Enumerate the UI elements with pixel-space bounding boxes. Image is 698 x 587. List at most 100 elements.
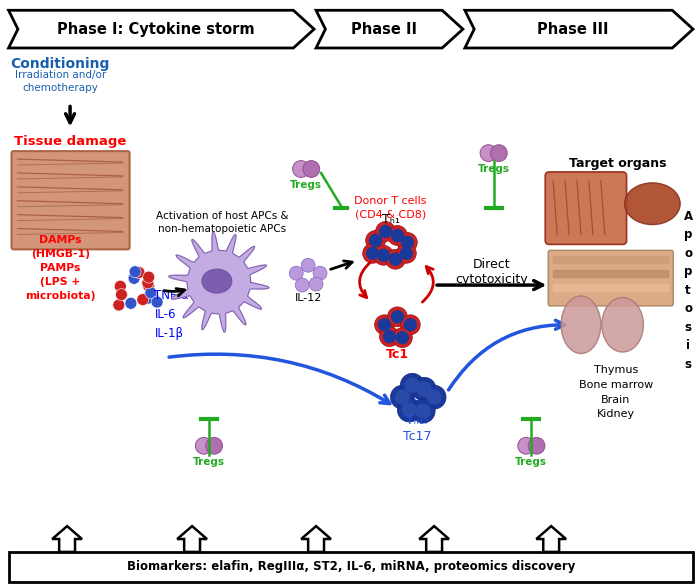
Circle shape bbox=[397, 232, 417, 252]
Circle shape bbox=[309, 277, 323, 291]
Text: TNF-α
IL-6
IL-1β: TNF-α IL-6 IL-1β bbox=[154, 289, 189, 340]
Circle shape bbox=[422, 385, 446, 409]
Circle shape bbox=[142, 271, 155, 283]
Circle shape bbox=[380, 225, 392, 238]
Circle shape bbox=[137, 294, 149, 305]
Polygon shape bbox=[8, 11, 314, 48]
Polygon shape bbox=[316, 11, 463, 48]
Circle shape bbox=[114, 281, 126, 292]
Text: Tregs: Tregs bbox=[515, 457, 547, 467]
Text: Direct
cytotoxicity: Direct cytotoxicity bbox=[455, 258, 528, 286]
Circle shape bbox=[128, 272, 140, 284]
Ellipse shape bbox=[625, 183, 680, 225]
Ellipse shape bbox=[602, 298, 644, 352]
Text: IL-12: IL-12 bbox=[295, 293, 322, 303]
Circle shape bbox=[292, 161, 309, 177]
Circle shape bbox=[378, 249, 389, 261]
Circle shape bbox=[413, 377, 436, 401]
Circle shape bbox=[392, 311, 403, 323]
Circle shape bbox=[375, 315, 394, 335]
Text: Phase III: Phase III bbox=[537, 22, 609, 36]
Text: Activation of host APCs &
non-hematopoietic APCs: Activation of host APCs & non-hematopoie… bbox=[156, 211, 288, 234]
Circle shape bbox=[416, 404, 430, 418]
Circle shape bbox=[142, 292, 154, 304]
Circle shape bbox=[302, 258, 315, 272]
Text: Tregs: Tregs bbox=[477, 164, 510, 174]
Circle shape bbox=[380, 327, 399, 346]
Text: Biomarkers: elafin, RegIIIα, ST2, IL-6, miRNA, proteomics discovery: Biomarkers: elafin, RegIIIα, ST2, IL-6, … bbox=[126, 561, 575, 573]
Text: Tc1: Tc1 bbox=[386, 348, 409, 361]
Polygon shape bbox=[465, 11, 693, 48]
Circle shape bbox=[206, 437, 223, 454]
Circle shape bbox=[147, 289, 158, 301]
Text: Tissue damage: Tissue damage bbox=[14, 135, 126, 148]
Circle shape bbox=[397, 398, 421, 422]
Circle shape bbox=[411, 399, 435, 423]
Circle shape bbox=[387, 225, 408, 245]
Circle shape bbox=[378, 319, 390, 330]
Circle shape bbox=[390, 385, 415, 409]
Circle shape bbox=[295, 278, 309, 292]
Text: Conditioning: Conditioning bbox=[10, 57, 110, 71]
Ellipse shape bbox=[561, 296, 601, 353]
Polygon shape bbox=[419, 526, 449, 552]
Polygon shape bbox=[52, 526, 82, 552]
Circle shape bbox=[396, 332, 408, 343]
Circle shape bbox=[392, 328, 413, 348]
Text: Thymus
Bone marrow
Brain
Kidney: Thymus Bone marrow Brain Kidney bbox=[579, 365, 653, 419]
Circle shape bbox=[303, 161, 320, 177]
Polygon shape bbox=[177, 526, 207, 552]
Circle shape bbox=[404, 319, 416, 330]
Circle shape bbox=[370, 234, 382, 247]
Circle shape bbox=[125, 298, 137, 309]
Circle shape bbox=[401, 315, 420, 335]
Text: Tregs: Tregs bbox=[193, 457, 225, 467]
Text: A
p
o
p
t
o
s
i
s: A p o p t o s i s bbox=[683, 210, 692, 370]
Circle shape bbox=[366, 247, 378, 259]
Circle shape bbox=[195, 437, 212, 454]
Text: Tregs: Tregs bbox=[290, 180, 322, 190]
Circle shape bbox=[383, 330, 396, 343]
Circle shape bbox=[480, 145, 497, 161]
Polygon shape bbox=[169, 232, 269, 332]
Circle shape bbox=[427, 390, 441, 404]
Circle shape bbox=[401, 373, 424, 397]
Circle shape bbox=[142, 280, 154, 292]
Text: Phase II: Phase II bbox=[350, 22, 417, 36]
Circle shape bbox=[389, 254, 401, 265]
Circle shape bbox=[313, 266, 327, 280]
Circle shape bbox=[289, 266, 303, 280]
Circle shape bbox=[133, 266, 145, 278]
FancyBboxPatch shape bbox=[548, 250, 673, 306]
Circle shape bbox=[401, 247, 413, 259]
Circle shape bbox=[396, 244, 416, 263]
Circle shape bbox=[401, 237, 413, 248]
Circle shape bbox=[366, 231, 385, 250]
Text: Phase I: Cytokine storm: Phase I: Cytokine storm bbox=[57, 22, 254, 36]
Circle shape bbox=[142, 277, 154, 289]
Circle shape bbox=[491, 145, 507, 161]
Circle shape bbox=[385, 249, 406, 269]
Text: Tₕ₁₇
Tc17: Tₕ₁₇ Tc17 bbox=[403, 414, 431, 443]
Polygon shape bbox=[536, 526, 566, 552]
Circle shape bbox=[406, 378, 419, 392]
Circle shape bbox=[518, 437, 535, 454]
Circle shape bbox=[402, 403, 416, 417]
Circle shape bbox=[129, 266, 141, 278]
Text: Donor T cells
(CD4 & CD8): Donor T cells (CD4 & CD8) bbox=[354, 196, 426, 220]
Polygon shape bbox=[302, 526, 331, 552]
Text: Irradiation and/or
chemotherapy: Irradiation and/or chemotherapy bbox=[15, 70, 106, 93]
Text: Tₕ₁: Tₕ₁ bbox=[382, 213, 399, 226]
Circle shape bbox=[392, 230, 403, 241]
Ellipse shape bbox=[202, 269, 232, 293]
Circle shape bbox=[363, 244, 383, 263]
Circle shape bbox=[113, 299, 125, 311]
Circle shape bbox=[387, 307, 408, 327]
Circle shape bbox=[396, 390, 409, 404]
Circle shape bbox=[145, 287, 157, 299]
Circle shape bbox=[528, 437, 545, 454]
Circle shape bbox=[417, 382, 431, 396]
FancyBboxPatch shape bbox=[545, 172, 627, 244]
Circle shape bbox=[151, 296, 163, 308]
FancyBboxPatch shape bbox=[8, 552, 693, 582]
